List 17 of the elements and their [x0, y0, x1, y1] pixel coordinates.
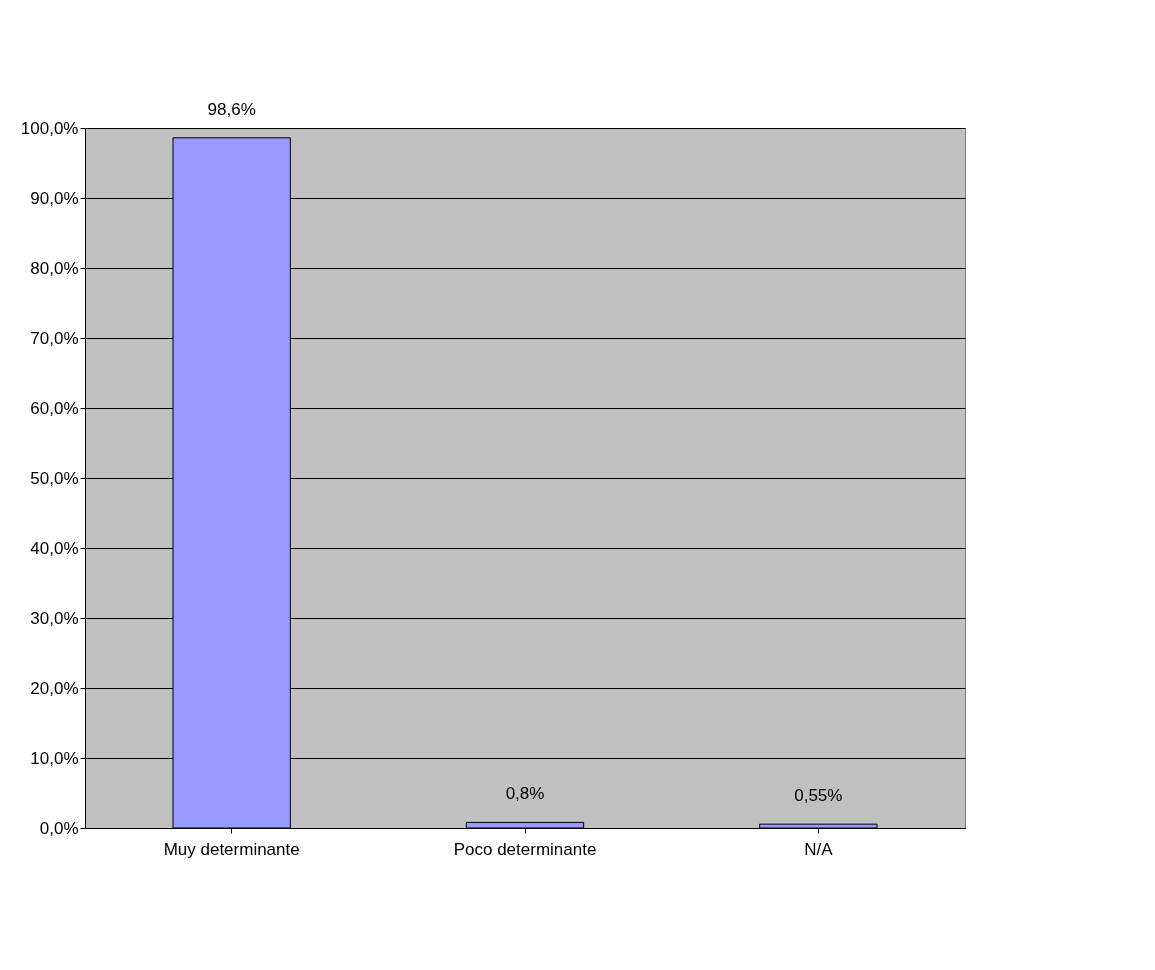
data-label: 98,6% — [207, 99, 256, 119]
y-tick-label: 20,0% — [30, 678, 79, 698]
y-tick-label: 100,0% — [20, 118, 79, 138]
y-tick-label: 60,0% — [30, 398, 79, 418]
data-label: 0,55% — [794, 786, 843, 806]
y-tick-label: 30,0% — [30, 608, 79, 628]
y-tick-label: 70,0% — [30, 328, 79, 348]
x-tick-label: N/A — [804, 839, 834, 859]
data-label: 0,8% — [505, 784, 545, 804]
y-tick-label: 50,0% — [30, 468, 79, 488]
y-tick-label: 40,0% — [30, 538, 79, 558]
y-tick-label: 90,0% — [30, 188, 79, 208]
y-tick-label: 0,0% — [39, 818, 79, 838]
x-tick-label: Poco determinante — [453, 839, 597, 859]
x-tick-label: Muy determinante — [163, 839, 300, 859]
y-tick-label: 10,0% — [30, 748, 79, 768]
y-tick-label: 80,0% — [30, 258, 79, 278]
